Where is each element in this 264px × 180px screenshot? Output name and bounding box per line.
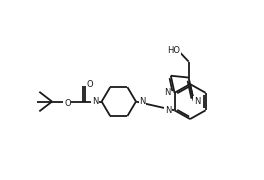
- Text: N: N: [194, 97, 200, 106]
- Text: N: N: [165, 106, 171, 115]
- Text: N: N: [139, 96, 146, 105]
- Text: HO: HO: [167, 46, 180, 55]
- Text: O: O: [64, 99, 71, 108]
- Text: N: N: [92, 96, 98, 105]
- Text: N: N: [164, 88, 171, 97]
- Text: O: O: [86, 80, 93, 89]
